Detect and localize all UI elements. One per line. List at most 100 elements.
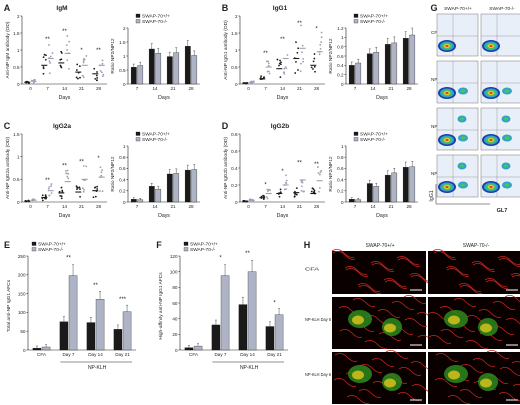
B-scatter-point [319,47,322,50]
C-scatter-point [94,195,97,198]
B-ratio-x-tick-label: 28 [406,86,412,91]
D-scatter-point [318,190,320,193]
A-scatter-point [48,44,50,46]
B-scatter-point [267,62,270,65]
D-scatter-point [293,195,296,198]
stroma-fiber [433,251,457,260]
legend-B-ko-label: SWAP-70-/- [360,19,386,25]
A-scatter-significance: ** [62,29,67,35]
D-ratio-y-tick-label: 1 [341,144,344,149]
stroma-fiber [371,263,395,272]
legend-D-wt-label: SWAP-70+/+ [360,131,388,137]
flow-density [504,164,508,168]
E-bar [68,275,78,351]
stroma-fiber [358,285,382,294]
B-ratio-x-tick-label: 7 [354,86,357,91]
D-scatter-point [285,182,288,185]
D-ratio-bar [402,167,409,203]
flow-density [460,183,466,187]
E-significance: *** [119,297,127,303]
B-ratio-bar [391,42,398,85]
A-scatter-point [49,55,52,58]
days-label-A: Days [59,95,71,101]
B-scatter-point [285,67,288,70]
A-scatter-point [75,76,78,79]
A-scatter-point [44,58,47,61]
legend-B-wt-swatch [353,13,359,18]
days-label-B: Days [277,95,289,101]
B-scatter-point [312,68,314,70]
A-scatter-point [65,44,68,47]
germinal-center-core [352,315,364,325]
B-scatter-point [260,75,262,78]
C-scatter-point [96,188,99,190]
D-scatter-point [311,187,314,190]
C-scatter-point [82,190,85,193]
A-scatter-y-tick-label: 0 [17,82,20,87]
C-scatter-point [79,195,81,198]
C-scatter-point [47,187,50,190]
panel-letter-G: G [430,3,437,13]
A-ratio-y-tick-label: 1.5 [119,40,126,45]
panel-letter-H: H [304,240,311,250]
A-scatter-point [85,55,88,57]
B-scatter-point [313,57,316,60]
stroma-fiber [404,318,428,327]
stroma-fiber [459,285,483,294]
A-scatter-point [66,49,69,51]
C-scatter-significance: ** [79,160,84,166]
B-ratio-bar [348,65,355,85]
legend-A-ko-label: SWAP-70-/- [142,19,168,25]
ratio-days-label-D: Days [376,213,388,219]
E-bar [32,347,42,351]
A-scatter-point [101,75,104,78]
legend-E-ko-swatch [31,247,37,252]
A-ratio-bar [191,55,198,85]
flow-density [489,44,493,48]
F-bar [184,347,194,351]
C-scatter-point [85,165,88,168]
stroma-fiber [352,298,376,307]
A-scatter-y-tick-label: 1.5 [13,31,20,36]
stroma-fiber [447,395,471,404]
np-klh-label-F: NP-KLH [240,365,259,371]
B-ratio-bar [366,53,373,85]
D-scatter-x-tick-label: 28 [314,204,320,209]
B-scatter-point [265,60,268,63]
germinal-center-core [480,323,492,333]
B-scatter-point [313,53,316,55]
B-scatter-point [278,64,280,67]
stroma-fiber [357,283,381,292]
legend-F-wt-label: SWAP-70+/+ [190,241,218,247]
stroma-fiber [435,353,459,362]
stroma-fiber [498,392,520,401]
D-scatter-point [285,179,288,182]
B-scatter-point [294,72,297,74]
micrograph [332,295,441,349]
D-ratio-x-tick-label: 28 [406,204,412,209]
D-scatter-point [317,172,320,175]
A-scatter-point [49,62,51,64]
flow-density [504,117,508,121]
B-scatter-point [286,54,289,56]
stroma-fiber [484,278,508,287]
legend-F-ko-label: SWAP-70-/- [190,247,216,253]
F-x-tick-label: CFA [189,352,199,357]
stroma-fiber [498,258,520,267]
germinal-center-core [448,370,460,380]
C-scatter-significance: * [97,156,100,162]
B-scatter-significance: ** [263,51,268,57]
flow-density [460,136,466,140]
C-scatter-point [48,186,51,188]
C-scatter-point [44,195,47,198]
A-scatter-point [77,77,79,80]
legend-E-wt-label: SWAP-70+/+ [38,241,66,247]
A-scatter-point [83,58,86,61]
g-x-axis-label: GL7 [497,208,508,214]
stroma-fiber [465,340,489,349]
stroma-fiber [511,275,520,278]
stroma-fiber [428,335,452,344]
legend-E-ko-label: SWAP-70-/- [38,247,64,253]
B-scatter-point [301,51,303,54]
